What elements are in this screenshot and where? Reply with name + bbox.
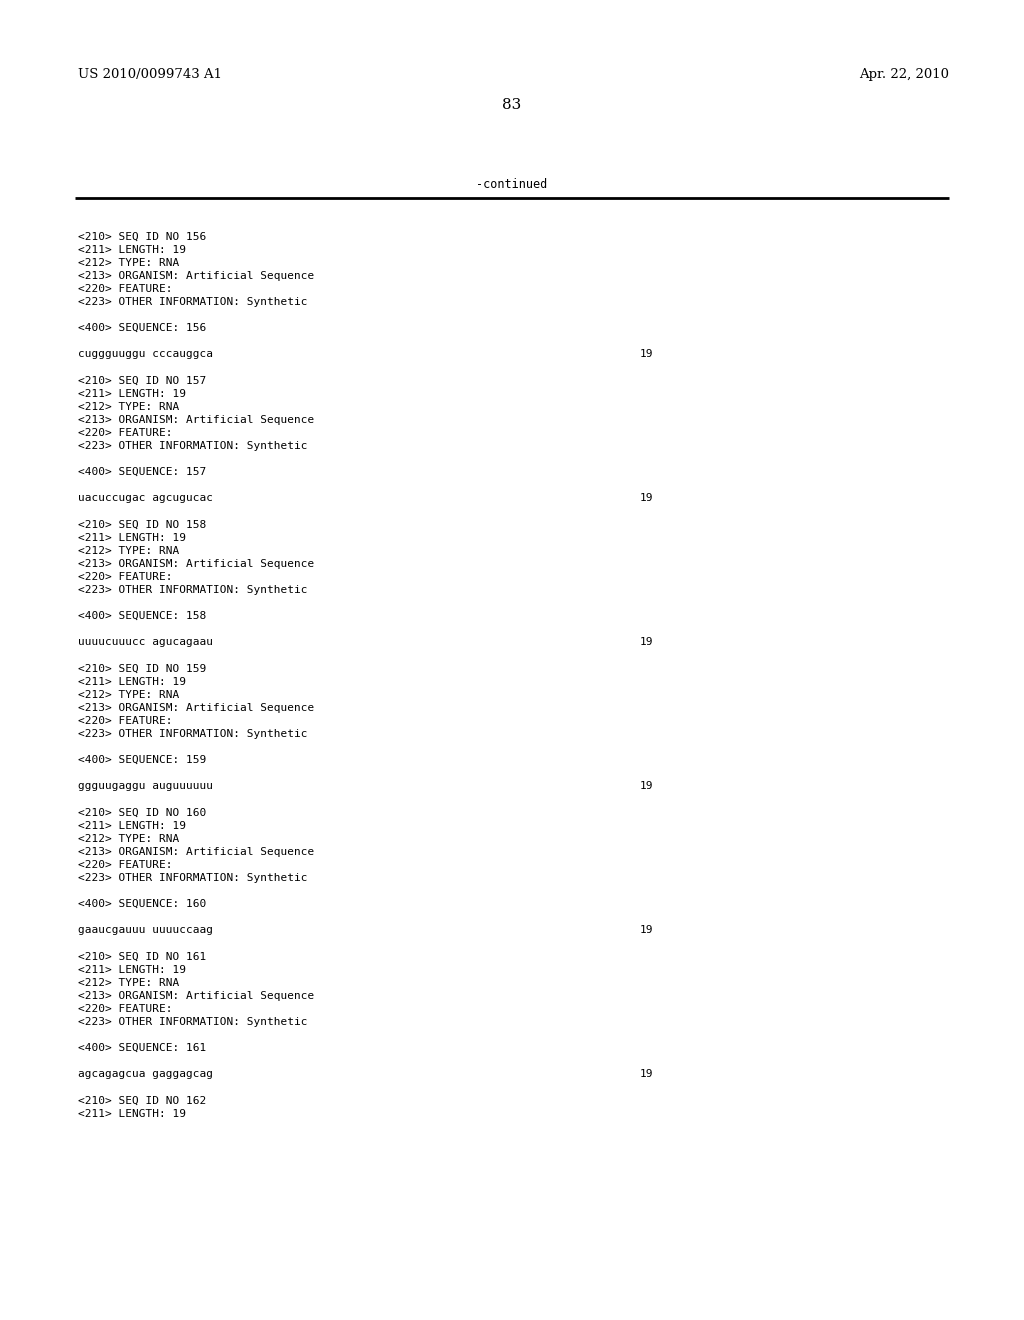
Text: 83: 83 [503,98,521,112]
Text: <213> ORGANISM: Artificial Sequence: <213> ORGANISM: Artificial Sequence [78,558,314,569]
Text: <220> FEATURE:: <220> FEATURE: [78,861,172,870]
Text: <213> ORGANISM: Artificial Sequence: <213> ORGANISM: Artificial Sequence [78,847,314,857]
Text: <400> SEQUENCE: 157: <400> SEQUENCE: 157 [78,467,206,477]
Text: <220> FEATURE:: <220> FEATURE: [78,715,172,726]
Text: <210> SEQ ID NO 160: <210> SEQ ID NO 160 [78,808,206,818]
Text: <400> SEQUENCE: 161: <400> SEQUENCE: 161 [78,1043,206,1053]
Text: <211> LENGTH: 19: <211> LENGTH: 19 [78,389,186,399]
Text: <211> LENGTH: 19: <211> LENGTH: 19 [78,965,186,975]
Text: <211> LENGTH: 19: <211> LENGTH: 19 [78,246,186,255]
Text: <211> LENGTH: 19: <211> LENGTH: 19 [78,533,186,543]
Text: <400> SEQUENCE: 158: <400> SEQUENCE: 158 [78,611,206,620]
Text: <211> LENGTH: 19: <211> LENGTH: 19 [78,1109,186,1119]
Text: ggguugaggu auguuuuuu: ggguugaggu auguuuuuu [78,781,213,791]
Text: <211> LENGTH: 19: <211> LENGTH: 19 [78,677,186,686]
Text: 19: 19 [640,925,653,935]
Text: <213> ORGANISM: Artificial Sequence: <213> ORGANISM: Artificial Sequence [78,271,314,281]
Text: 19: 19 [640,348,653,359]
Text: <223> OTHER INFORMATION: Synthetic: <223> OTHER INFORMATION: Synthetic [78,873,307,883]
Text: <220> FEATURE:: <220> FEATURE: [78,572,172,582]
Text: <212> TYPE: RNA: <212> TYPE: RNA [78,690,179,700]
Text: Apr. 22, 2010: Apr. 22, 2010 [859,69,949,81]
Text: <220> FEATURE:: <220> FEATURE: [78,284,172,294]
Text: 19: 19 [640,781,653,791]
Text: <212> TYPE: RNA: <212> TYPE: RNA [78,834,179,843]
Text: <212> TYPE: RNA: <212> TYPE: RNA [78,257,179,268]
Text: <212> TYPE: RNA: <212> TYPE: RNA [78,978,179,987]
Text: <213> ORGANISM: Artificial Sequence: <213> ORGANISM: Artificial Sequence [78,414,314,425]
Text: gaaucgauuu uuuuccaag: gaaucgauuu uuuuccaag [78,925,213,935]
Text: <400> SEQUENCE: 159: <400> SEQUENCE: 159 [78,755,206,766]
Text: <213> ORGANISM: Artificial Sequence: <213> ORGANISM: Artificial Sequence [78,991,314,1001]
Text: <220> FEATURE:: <220> FEATURE: [78,1005,172,1014]
Text: <210> SEQ ID NO 157: <210> SEQ ID NO 157 [78,376,206,385]
Text: <223> OTHER INFORMATION: Synthetic: <223> OTHER INFORMATION: Synthetic [78,297,307,308]
Text: <220> FEATURE:: <220> FEATURE: [78,428,172,438]
Text: cuggguuggu cccauggca: cuggguuggu cccauggca [78,348,213,359]
Text: <213> ORGANISM: Artificial Sequence: <213> ORGANISM: Artificial Sequence [78,704,314,713]
Text: <212> TYPE: RNA: <212> TYPE: RNA [78,546,179,556]
Text: <211> LENGTH: 19: <211> LENGTH: 19 [78,821,186,832]
Text: <210> SEQ ID NO 162: <210> SEQ ID NO 162 [78,1096,206,1106]
Text: US 2010/0099743 A1: US 2010/0099743 A1 [78,69,222,81]
Text: uacuccugac agcugucac: uacuccugac agcugucac [78,492,213,503]
Text: <212> TYPE: RNA: <212> TYPE: RNA [78,403,179,412]
Text: <223> OTHER INFORMATION: Synthetic: <223> OTHER INFORMATION: Synthetic [78,1016,307,1027]
Text: uuuucuuucc agucagaau: uuuucuuucc agucagaau [78,638,213,647]
Text: <223> OTHER INFORMATION: Synthetic: <223> OTHER INFORMATION: Synthetic [78,729,307,739]
Text: <210> SEQ ID NO 156: <210> SEQ ID NO 156 [78,232,206,242]
Text: 19: 19 [640,638,653,647]
Text: agcagagcua gaggagcag: agcagagcua gaggagcag [78,1069,213,1078]
Text: <400> SEQUENCE: 160: <400> SEQUENCE: 160 [78,899,206,909]
Text: <210> SEQ ID NO 158: <210> SEQ ID NO 158 [78,520,206,531]
Text: <210> SEQ ID NO 161: <210> SEQ ID NO 161 [78,952,206,962]
Text: 19: 19 [640,492,653,503]
Text: <400> SEQUENCE: 156: <400> SEQUENCE: 156 [78,323,206,333]
Text: -continued: -continued [476,178,548,191]
Text: 19: 19 [640,1069,653,1078]
Text: <223> OTHER INFORMATION: Synthetic: <223> OTHER INFORMATION: Synthetic [78,585,307,595]
Text: <223> OTHER INFORMATION: Synthetic: <223> OTHER INFORMATION: Synthetic [78,441,307,451]
Text: <210> SEQ ID NO 159: <210> SEQ ID NO 159 [78,664,206,675]
